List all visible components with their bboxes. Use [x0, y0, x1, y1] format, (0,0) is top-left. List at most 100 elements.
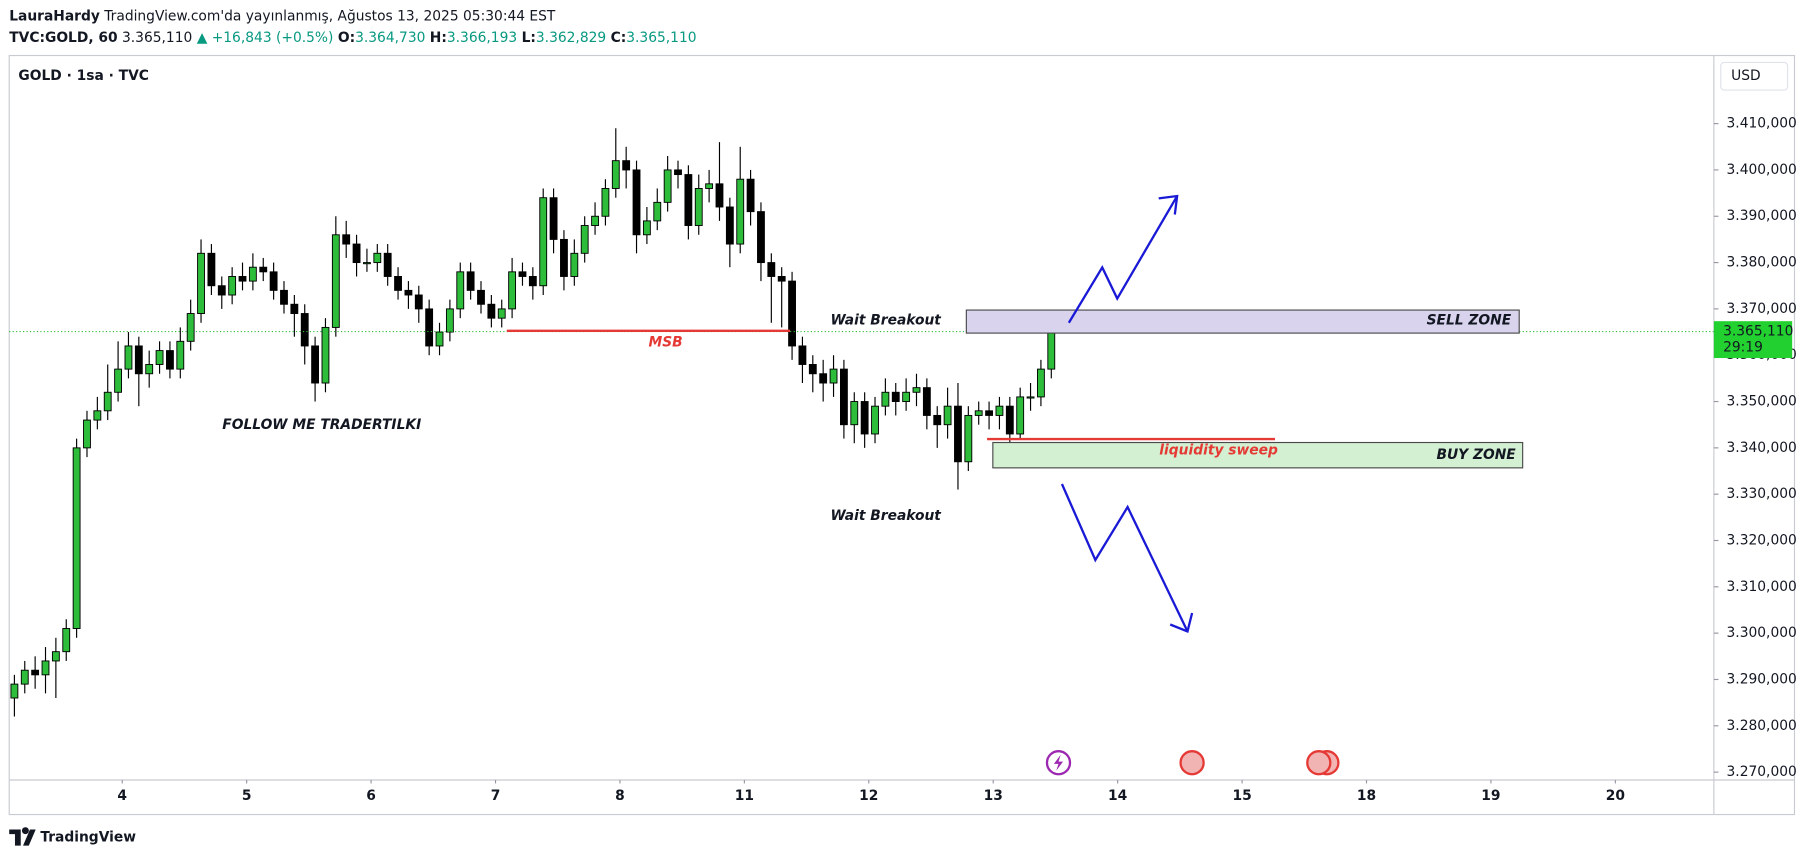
brand-name: TradingView	[40, 830, 136, 846]
up-arrow	[1067, 195, 1179, 324]
change: ▲ +16,843 (+0.5%)	[197, 30, 334, 46]
candle-body	[20, 669, 29, 685]
candle-body	[601, 188, 610, 217]
y-tick-label: 3.300,000	[1727, 625, 1797, 641]
candle-body	[497, 308, 506, 319]
candle-body	[103, 391, 112, 412]
candle-body	[155, 350, 164, 365]
candle-body	[134, 345, 143, 375]
up-arrow-head	[1158, 194, 1179, 215]
c-label: C:	[611, 30, 627, 46]
c-value: 3.365,110	[626, 30, 696, 46]
h-value: 3.366,193	[447, 30, 517, 46]
sell-zone	[965, 309, 1520, 334]
candle-body	[954, 405, 962, 463]
candle-body	[259, 266, 268, 273]
candle-body	[829, 368, 838, 384]
candle-body	[383, 252, 392, 277]
x-tick-label: 12	[859, 788, 878, 804]
buy-zone-label: BUY ZONE	[1436, 447, 1516, 463]
candle-body	[674, 169, 682, 176]
candle-body	[725, 206, 734, 245]
promo-text: FOLLOW ME TRADERTILKI	[222, 417, 421, 433]
candle-body	[922, 387, 931, 416]
candle-body	[1026, 396, 1035, 399]
event-icon[interactable]	[1179, 750, 1205, 776]
msb-label: MSB	[648, 334, 682, 350]
candle-body	[860, 401, 869, 435]
candle-body	[477, 289, 485, 305]
candle-body	[466, 271, 475, 291]
published: TradingView.com'da yayınlanmış, Ağustos …	[103, 8, 556, 24]
chart-title: GOLD · 1sa · TVC	[18, 68, 148, 84]
candle-body	[902, 391, 911, 403]
x-tick-label: 18	[1357, 788, 1376, 804]
currency-box[interactable]	[1720, 61, 1789, 91]
candle-body	[248, 266, 257, 282]
candle-body	[363, 262, 371, 265]
candle-body	[238, 276, 247, 282]
y-tick-label: 3.330,000	[1727, 486, 1797, 502]
candle-body	[425, 308, 434, 347]
candle-body	[1005, 405, 1014, 435]
candle-body	[777, 276, 786, 282]
candle-body	[580, 225, 589, 254]
candle-body	[964, 414, 973, 463]
h-label: H:	[430, 30, 447, 46]
candle-body	[912, 387, 921, 393]
event-bolt	[1053, 754, 1064, 771]
candle-body	[684, 174, 693, 226]
candle-body	[72, 447, 81, 629]
liquidity-label: liquidity sweep	[1159, 443, 1278, 459]
x-tick-label: 15	[1232, 788, 1251, 804]
x-tick-label: 11	[735, 788, 754, 804]
candle-body	[197, 252, 205, 314]
y-tick-label: 3.350,000	[1727, 394, 1797, 410]
y-tick-label: 3.280,000	[1727, 718, 1797, 734]
x-tick-label: 20	[1606, 788, 1625, 804]
candle-body	[767, 262, 776, 277]
candle-body	[549, 197, 558, 240]
y-tick-label: 3.270,000	[1727, 764, 1797, 780]
candle-body	[487, 303, 496, 319]
x-tick-label: 7	[491, 788, 501, 804]
candle-body	[280, 289, 288, 305]
candle-body	[757, 211, 765, 264]
x-tick-label: 6	[366, 788, 376, 804]
candle-body	[373, 252, 382, 264]
o-value: 3.364,730	[355, 30, 425, 46]
chart-frame	[8, 54, 1796, 816]
candle-body	[331, 234, 340, 328]
candle-body	[311, 345, 320, 384]
x-tick-label: 13	[984, 788, 1003, 804]
candle-body	[145, 364, 154, 375]
candle-body	[207, 252, 216, 287]
y-tick-label: 3.290,000	[1727, 671, 1797, 687]
candle-body	[62, 628, 71, 653]
sell-zone-label: SELL ZONE	[1427, 312, 1512, 328]
author: LauraHardy	[9, 8, 100, 24]
candle-body	[933, 414, 942, 426]
candle-body	[528, 276, 537, 287]
candle-body	[269, 271, 278, 291]
y-tick-label: 3.310,000	[1727, 579, 1797, 595]
x-tick-label: 4	[117, 788, 127, 804]
y-tick-label: 3.320,000	[1727, 533, 1797, 549]
candle-body	[93, 410, 102, 421]
candle-body	[985, 410, 993, 416]
brand-logo	[9, 827, 36, 846]
candle-body	[166, 350, 174, 370]
candle-body	[611, 160, 620, 189]
candle-body	[435, 331, 444, 347]
candle-body	[736, 178, 745, 245]
event-icons	[1045, 750, 1340, 776]
event-icon[interactable]	[1306, 750, 1332, 776]
brand: TradingView	[9, 827, 136, 846]
candle-body	[518, 271, 527, 277]
candle-body	[694, 188, 703, 226]
candle-body	[653, 201, 662, 222]
candle-body	[808, 364, 817, 375]
ohlc-line: TVC:GOLD, 60 3.365,110 ▲ +16,843 (+0.5%)…	[9, 30, 696, 46]
candle-body	[83, 419, 91, 449]
candle-body	[414, 294, 423, 310]
